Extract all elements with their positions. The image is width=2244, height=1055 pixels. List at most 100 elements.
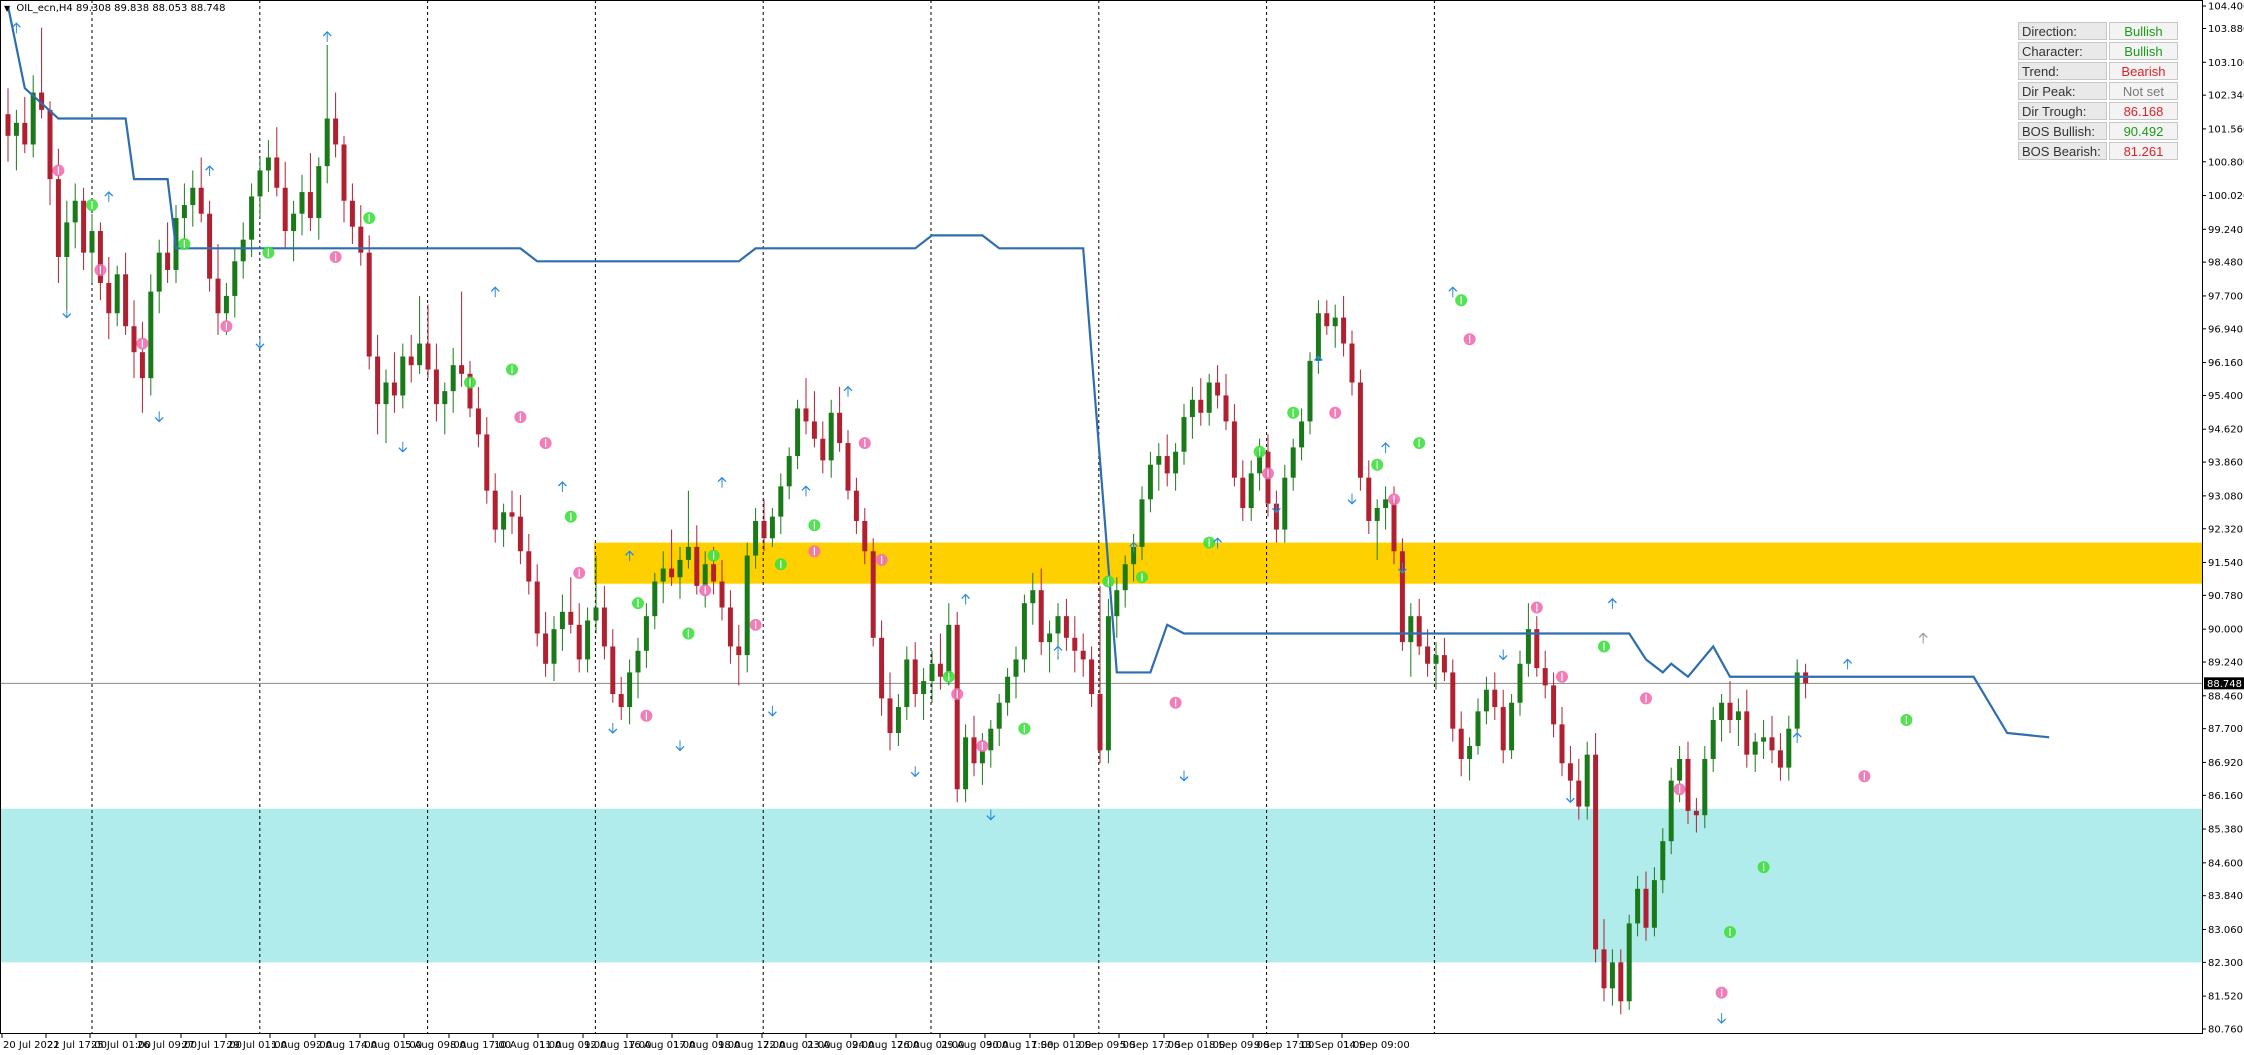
candle: [30, 75, 36, 158]
y-tick-label: 103.880: [2208, 24, 2244, 35]
y-tick-label: 93.080: [2208, 491, 2243, 502]
up-arrow-head: [801, 485, 811, 491]
x-tick-label: 5 Sep 17:00: [1120, 1040, 1180, 1051]
x-tick-label: 2 Sep 09:00: [1075, 1040, 1135, 1051]
up-arrow-marker: [205, 165, 215, 177]
plot-frame: [0, 0, 2203, 1034]
candle: [610, 629, 616, 703]
candle: [1618, 949, 1624, 1015]
candle: [316, 157, 322, 240]
down-arrow-marker: [986, 809, 996, 821]
green-circle-marker: [1102, 575, 1115, 588]
candle: [22, 96, 28, 154]
candle-body: [190, 187, 196, 206]
candle: [198, 157, 204, 223]
candle: [1307, 352, 1313, 435]
candle-body: [1761, 737, 1767, 742]
up-arrow-head: [557, 481, 567, 487]
candle: [921, 668, 927, 721]
candle-body: [1735, 711, 1741, 721]
green-circle-marker: [564, 510, 577, 523]
candle: [47, 101, 53, 206]
green-circle-marker: [506, 363, 518, 376]
info-row: BOS Bullish: 90.492: [2018, 122, 2178, 142]
candle: [652, 572, 658, 630]
y-tick-label: 84.600: [2208, 858, 2243, 869]
info-label: Dir Trough:: [2018, 102, 2107, 120]
candle-body: [1030, 590, 1036, 604]
candle-body: [837, 412, 843, 444]
candle-body: [1240, 477, 1246, 508]
pink-circle-marker: [1262, 467, 1274, 480]
chevron-down-icon[interactable]: ▼: [4, 4, 11, 13]
candle: [1542, 650, 1548, 699]
x-tick-label: 5 Aug 09:00: [405, 1040, 466, 1051]
green-circle-marker: [178, 238, 191, 251]
candle: [282, 161, 288, 249]
candle: [1492, 672, 1498, 721]
y-tick-label: 83.840: [2208, 891, 2243, 902]
down-arrow-head: [1498, 654, 1508, 661]
candle: [114, 265, 120, 327]
candle: [887, 672, 893, 751]
candle: [375, 334, 381, 435]
candle-body: [543, 633, 549, 664]
candle: [811, 391, 817, 448]
candle: [1668, 767, 1674, 855]
candle-body: [786, 456, 792, 487]
candle-body: [307, 192, 313, 219]
green-circle-marker: [1598, 640, 1610, 653]
candle: [744, 542, 750, 673]
candle: [1147, 451, 1153, 513]
up-arrow-head: [490, 286, 500, 292]
candle-body: [442, 391, 448, 405]
candle: [1584, 741, 1590, 820]
pink-circle-marker: [1388, 493, 1400, 506]
candle: [1030, 572, 1036, 625]
candle: [937, 633, 943, 690]
candle: [1458, 711, 1464, 777]
candle-body: [862, 520, 868, 552]
green-circle-marker: [1018, 722, 1031, 735]
candle: [1761, 720, 1767, 759]
candle-body: [1013, 659, 1019, 677]
y-axis: 104.400 103.880 103.100 102.340 101.560 100.8…: [2202, 2, 2244, 1036]
candle: [408, 334, 414, 383]
candle: [1038, 568, 1044, 656]
candle-body: [820, 438, 826, 461]
candle-body: [921, 681, 927, 695]
candle: [568, 577, 574, 634]
candle-body: [803, 408, 809, 422]
candle-body: [1559, 724, 1565, 764]
candle: [727, 590, 733, 664]
candle: [853, 477, 859, 534]
y-tick-label: 85.380: [2208, 825, 2243, 836]
candle-body: [1147, 464, 1153, 500]
candle-body: [845, 443, 851, 491]
x-tick-label: 12 Aug 17:00: [584, 1040, 651, 1051]
down-arrow-marker: [1498, 649, 1508, 661]
candle: [1475, 698, 1481, 755]
candle: [1769, 715, 1775, 764]
candle-body: [1315, 313, 1321, 361]
candle-body: [383, 382, 389, 405]
down-arrow-marker: [675, 740, 685, 752]
candle-body: [1366, 477, 1372, 521]
candle-body: [1324, 313, 1330, 327]
candle-body: [1609, 962, 1615, 989]
green-circle-marker: [363, 212, 376, 225]
y-tick-label: 92.320: [2208, 524, 2243, 535]
candle-body: [55, 179, 61, 257]
candle: [1189, 386, 1195, 439]
up-arrow-marker: [490, 286, 500, 298]
candle-body: [660, 568, 666, 582]
candle-body: [1475, 711, 1481, 746]
candle-body: [1551, 685, 1557, 725]
candle-body: [417, 343, 423, 366]
candle-body: [232, 261, 238, 296]
green-circle-marker: [464, 376, 476, 389]
candle: [1080, 633, 1086, 677]
up-arrow-marker: [1607, 597, 1617, 609]
